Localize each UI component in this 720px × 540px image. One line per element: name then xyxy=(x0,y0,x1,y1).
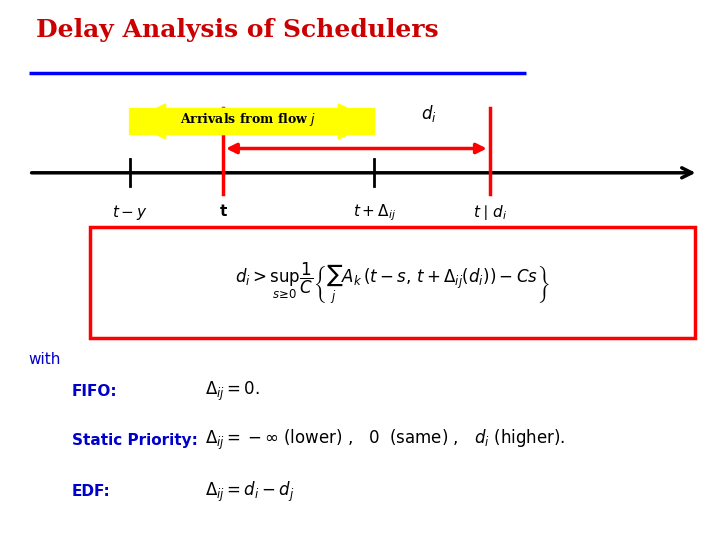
Text: Static Priority:: Static Priority: xyxy=(72,433,198,448)
Text: Arrivals from flow $j$: Arrivals from flow $j$ xyxy=(180,111,317,129)
Text: $\Delta_{ij} = -\infty$ (lower) ,   $0$  (same) ,   $d_i$ (higher).: $\Delta_{ij} = -\infty$ (lower) , $0$ (s… xyxy=(205,428,566,452)
Text: $d_i$: $d_i$ xyxy=(420,103,436,124)
Text: FIFO:: FIFO: xyxy=(72,384,117,399)
Text: $t \mid d_i$: $t \mid d_i$ xyxy=(472,202,507,221)
Text: EDF:: EDF: xyxy=(72,484,111,499)
Text: with: with xyxy=(29,352,61,367)
FancyBboxPatch shape xyxy=(90,227,695,338)
Text: $\Delta_{ij} = d_i - d_j$: $\Delta_{ij} = d_i - d_j$ xyxy=(205,480,294,503)
FancyArrow shape xyxy=(130,104,374,139)
Text: $\Delta_{ij} = 0.$: $\Delta_{ij} = 0.$ xyxy=(205,380,260,403)
Text: $d_i > \sup_{s \geq 0} \dfrac{1}{C} \left\{ \sum_j A_k(t-s,\, t+\Delta_{ij}(d_i): $d_i > \sup_{s \geq 0} \dfrac{1}{C} \lef… xyxy=(235,261,550,306)
Text: $\mathbf{t}$: $\mathbf{t}$ xyxy=(219,202,228,219)
Text: $t-y$: $t-y$ xyxy=(112,202,148,221)
FancyArrow shape xyxy=(130,104,374,139)
Text: $t+\Delta_{ij}$: $t+\Delta_{ij}$ xyxy=(353,202,396,223)
Text: Delay Analysis of Schedulers: Delay Analysis of Schedulers xyxy=(36,18,438,42)
